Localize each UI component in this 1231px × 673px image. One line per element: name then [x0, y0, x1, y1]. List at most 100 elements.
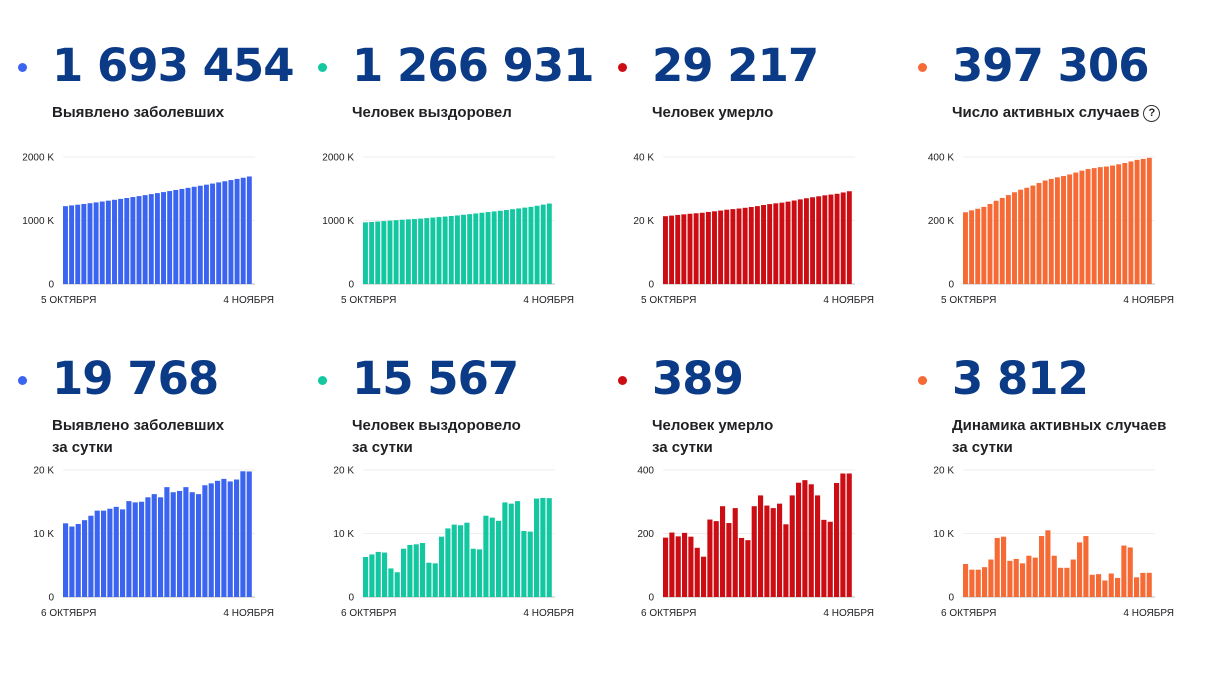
bar: [994, 537, 1000, 597]
bar-chart: 40 K 20 K 0 5 ОКТЯБРЯ 4 НОЯБРЯ: [633, 153, 874, 307]
bar: [669, 215, 675, 284]
stat-panel: 3 812 Динамика активных случаев за сутки 20…: [900, 351, 1200, 671]
bar: [751, 506, 757, 597]
legend-dot-icon: [618, 376, 627, 385]
bar: [546, 498, 552, 597]
bar: [522, 207, 528, 284]
stat-value: 1 693 454: [52, 39, 295, 92]
stat-value: 397 306: [952, 39, 1150, 92]
bar: [1146, 572, 1152, 597]
bar: [675, 536, 681, 597]
bar-chart: 20 K 10 K 0 6 ОКТЯБРЯ 4 НОЯБРЯ: [333, 466, 574, 620]
stat-value: 29 217: [652, 39, 819, 92]
bar: [1036, 183, 1042, 284]
bar: [663, 537, 669, 597]
bar: [246, 176, 252, 284]
bar: [479, 212, 485, 284]
bar: [975, 569, 981, 597]
bar: [196, 494, 202, 597]
bar: [840, 192, 846, 284]
bar: [1121, 545, 1127, 597]
y-tick-label: 40 K: [633, 153, 654, 164]
x-start-label: 6 ОКТЯБРЯ: [41, 608, 96, 619]
bar: [189, 492, 195, 597]
bar: [773, 203, 779, 284]
stat-panel: 15 567 Человек выздоровело за сутки 20 K 10 …: [300, 351, 600, 671]
y-tick-label: 0: [648, 280, 654, 291]
bar: [534, 205, 540, 284]
bar: [546, 203, 552, 284]
x-end-label: 4 НОЯБРЯ: [223, 295, 274, 306]
bar: [412, 219, 417, 284]
bar: [161, 192, 166, 284]
bar: [534, 498, 540, 597]
x-start-label: 5 ОКТЯБРЯ: [341, 295, 396, 306]
bar: [1045, 530, 1051, 597]
bar: [682, 532, 688, 597]
bar: [81, 203, 87, 284]
bar: [764, 505, 770, 597]
bar: [167, 191, 173, 284]
bar: [681, 214, 687, 284]
bar: [1134, 159, 1140, 284]
bar: [1140, 572, 1146, 597]
bar: [445, 528, 451, 597]
bar: [69, 205, 75, 284]
y-tick-label: 0: [948, 593, 954, 604]
bar: [699, 212, 705, 284]
stat-caption-line: Человек умерло: [652, 104, 774, 121]
x-end-label: 4 НОЯБРЯ: [823, 295, 874, 306]
bar: [69, 526, 75, 597]
bar: [388, 568, 394, 597]
stat-value: 19 768: [52, 352, 219, 405]
x-start-label: 6 ОКТЯБРЯ: [341, 608, 396, 619]
bar: [1079, 170, 1085, 284]
bar: [120, 509, 126, 597]
bar: [822, 195, 828, 284]
x-end-label: 4 НОЯБРЯ: [1123, 608, 1174, 619]
bar: [227, 481, 233, 597]
bar: [540, 497, 546, 597]
legend-dot-icon: [618, 63, 627, 72]
bar: [969, 569, 975, 597]
bar: [963, 212, 968, 284]
bar: [1012, 192, 1017, 284]
bar: [748, 207, 754, 284]
y-tick-label: 0: [48, 280, 54, 291]
y-tick-label: 1000 K: [22, 216, 54, 227]
y-tick-label: 0: [48, 593, 54, 604]
bar: [1026, 555, 1032, 597]
bar: [432, 563, 438, 597]
stat-caption-line: Выявлено заболевших: [52, 104, 225, 121]
bar: [1085, 169, 1091, 284]
y-tick-label: 400: [637, 466, 654, 477]
legend-dot-icon: [318, 376, 327, 385]
y-tick-label: 2000 K: [22, 153, 54, 164]
bar: [413, 544, 419, 597]
bar: [745, 540, 751, 597]
bar: [485, 212, 491, 284]
y-tick-label: 20 K: [933, 466, 954, 477]
bar: [705, 211, 711, 284]
bar: [675, 214, 681, 284]
bar: [718, 210, 724, 284]
bar: [375, 551, 381, 597]
help-icon[interactable]: ?: [1143, 105, 1161, 122]
bar: [430, 217, 436, 284]
bar: [742, 207, 748, 284]
bar: [222, 181, 228, 284]
y-tick-label: 0: [348, 593, 354, 604]
y-tick-label: 400 K: [928, 153, 954, 164]
stat-value: 15 567: [352, 352, 519, 405]
bar: [496, 520, 502, 597]
stat-value: 1 266 931: [352, 39, 595, 92]
bar: [1048, 178, 1054, 284]
bar: [808, 484, 814, 597]
bar: [448, 215, 454, 284]
bar: [701, 556, 707, 597]
bar: [240, 177, 246, 284]
y-tick-label: 200 K: [928, 216, 954, 227]
y-tick-label: 10 K: [933, 529, 954, 540]
bar: [164, 487, 170, 597]
stat-caption-line: Человек выздоровело: [352, 417, 521, 434]
